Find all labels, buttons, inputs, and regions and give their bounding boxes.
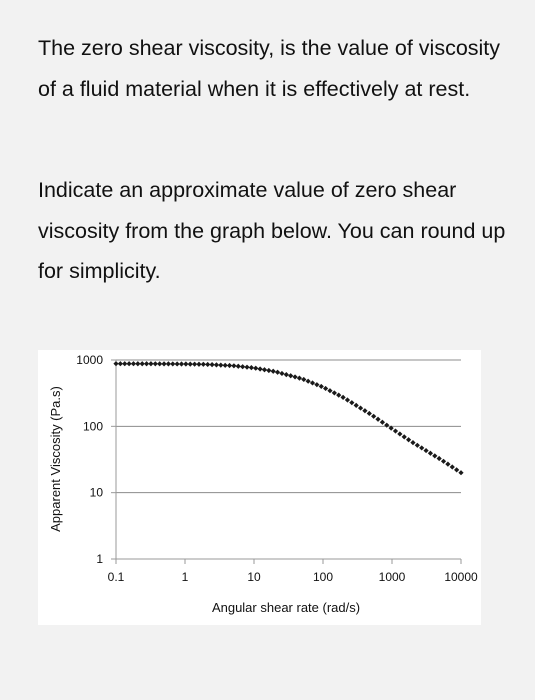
data-point (235, 363, 241, 369)
data-point (270, 368, 276, 374)
data-point (362, 408, 368, 414)
data-point (288, 373, 294, 379)
data-point (301, 376, 307, 383)
y-tick-label: 100 (83, 419, 103, 433)
data-point (244, 364, 250, 370)
data-point (200, 361, 206, 367)
data-point (309, 380, 316, 386)
data-point (410, 440, 416, 446)
data-point (440, 458, 447, 464)
data-point (253, 365, 259, 371)
data-point (327, 388, 333, 394)
data-point (248, 365, 254, 371)
data-point (371, 413, 377, 419)
data-point (139, 361, 145, 367)
chart-svg: 1 10 100 1000 0.1 1 10 100 1000 10000 Angular she… (48, 353, 478, 615)
data-point (458, 470, 464, 476)
x-axis-label: Angular shear rate (rad/s) (212, 600, 360, 615)
data-point (340, 394, 346, 400)
data-point (218, 362, 224, 368)
chart-points (113, 361, 464, 476)
data-point (454, 467, 460, 473)
data-point (423, 447, 429, 454)
data-point (331, 390, 337, 396)
data-point (449, 464, 455, 470)
data-point (336, 392, 342, 398)
data-point (314, 382, 320, 388)
data-point (226, 362, 233, 369)
data-point (379, 419, 385, 425)
data-point (375, 416, 381, 422)
data-point (419, 445, 425, 451)
x-tick-label: 0.1 (108, 570, 125, 584)
y-axis-label: Apparent Viscosity (Pa.s) (48, 386, 63, 532)
data-point (296, 375, 303, 381)
data-point (222, 362, 228, 368)
data-point (366, 410, 372, 417)
data-point (405, 437, 412, 443)
data-point (353, 402, 359, 408)
y-tick-label: 1000 (76, 353, 103, 367)
x-tick-label: 10000 (444, 570, 478, 584)
data-point (240, 364, 246, 370)
data-point (397, 431, 403, 437)
data-point (261, 367, 268, 373)
data-point (432, 453, 438, 459)
data-point (349, 400, 355, 406)
data-point (257, 366, 263, 372)
data-point (305, 378, 311, 384)
data-point (384, 422, 390, 428)
data-point (126, 361, 132, 367)
data-point (318, 383, 324, 390)
data-point (231, 363, 237, 369)
data-point (401, 434, 407, 440)
data-point (209, 362, 215, 368)
data-point (205, 361, 211, 368)
data-point (323, 385, 329, 392)
data-point (266, 367, 272, 374)
chart-ticks: 1 10 100 1000 0.1 1 10 100 1000 10000 (76, 353, 478, 584)
data-point (436, 455, 442, 462)
viscosity-chart: 1 10 100 1000 0.1 1 10 100 1000 10000 Angular she… (38, 350, 481, 625)
y-tick-label: 1 (96, 552, 103, 566)
x-tick-label: 100 (313, 570, 333, 584)
x-tick-label: 1000 (379, 570, 406, 584)
data-point (183, 361, 189, 367)
chart-axes (115, 360, 461, 560)
data-point (392, 428, 399, 434)
data-point (427, 450, 434, 456)
data-point (357, 405, 364, 411)
data-point (161, 361, 167, 367)
data-point (187, 361, 193, 367)
data-point (274, 369, 281, 375)
data-point (445, 461, 451, 467)
y-tick-label: 10 (90, 486, 104, 500)
chart-gridlines (116, 359, 461, 494)
question-paragraph-1: The zero shear viscosity, is the value o… (38, 36, 501, 101)
data-point (344, 397, 351, 403)
data-point (414, 442, 420, 448)
data-point (113, 361, 119, 367)
data-point (192, 361, 198, 367)
x-tick-label: 1 (182, 570, 189, 584)
data-point (283, 372, 289, 378)
question-paragraph-2: Indicate an approximate value of zero sh… (38, 178, 506, 283)
data-point (279, 370, 285, 377)
x-tick-label: 10 (247, 570, 261, 584)
data-point (196, 361, 202, 367)
data-point (213, 362, 220, 368)
data-point (292, 374, 298, 380)
